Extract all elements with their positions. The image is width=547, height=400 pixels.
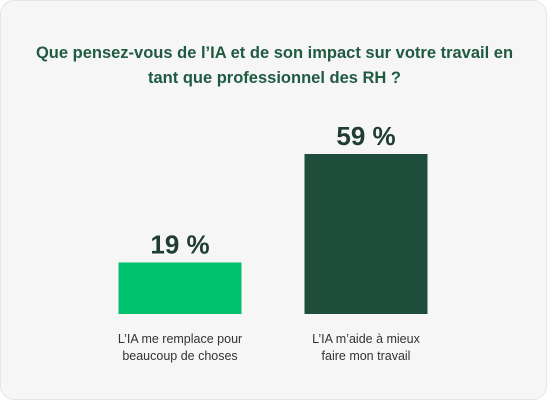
bar-value-label-2: 59 % xyxy=(336,121,395,151)
category-label-1-line-2: beaucoup de choses xyxy=(122,349,237,363)
bar-value-label-1: 19 % xyxy=(150,229,209,259)
bar-1 xyxy=(118,262,242,314)
category-label-1-line-1: L’IA me remplace pour xyxy=(118,332,242,346)
bar-2 xyxy=(304,154,428,314)
category-label-2-line-1: L’IA m’aide à mieux xyxy=(312,332,420,346)
category-label-2-line-2: faire mon travail xyxy=(322,349,411,363)
chart-title: Que pensez-vous de l’IA et de son impact… xyxy=(35,44,514,87)
plot-area: 19 % L’IA me remplace pour beaucoup de cho… xyxy=(118,121,428,363)
